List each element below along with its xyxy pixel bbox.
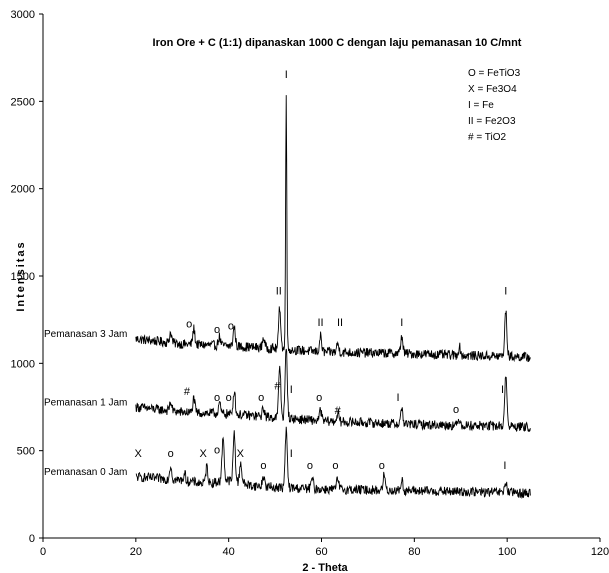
peak-marker: II [337, 317, 343, 329]
y-tick-label: 1500 [11, 271, 35, 283]
peak-marker: o [214, 392, 220, 404]
legend-entry: I = Fe [468, 100, 494, 111]
series-line [135, 348, 531, 433]
peak-marker: # [184, 386, 191, 398]
peak-marker: # [335, 405, 342, 417]
series-label: Pemanasan 1 Jam [44, 397, 127, 408]
peak-marker: X [237, 448, 245, 460]
peak-marker: X [134, 448, 142, 460]
y-tick-label: 2500 [11, 96, 35, 108]
x-tick-label: 60 [315, 546, 327, 558]
legend-entry: O = FeTiO3 [468, 68, 521, 79]
peak-marker: I [397, 392, 400, 404]
peak-marker: II [318, 317, 324, 329]
peak-marker: I [400, 317, 403, 329]
peak-marker: o [214, 444, 220, 456]
peak-marker: o [307, 460, 313, 472]
peak-marker: I [503, 460, 506, 472]
peak-marker: I [290, 448, 293, 460]
x-tick-labels: 0 20 40 60 80 100 120 [40, 538, 609, 558]
peak-marker: o [258, 392, 264, 404]
series-label: Pemanasan 3 Jam [44, 329, 127, 340]
peak-marker: o [260, 460, 266, 472]
y-axis-title: Intensitas [15, 240, 27, 311]
peak-marker: o [214, 324, 220, 336]
peak-marker: II [276, 285, 282, 297]
x-tick-label: 40 [223, 546, 235, 558]
peak-marker: X [199, 448, 207, 460]
x-tick-label: 120 [591, 546, 609, 558]
y-tick-label: 2000 [11, 184, 35, 196]
peak-marker: o [228, 320, 234, 332]
y-tick-label: 500 [17, 446, 35, 458]
peak-marker: I [501, 384, 504, 396]
peak-marker: # [274, 381, 281, 393]
peak-marker: o [379, 460, 385, 472]
x-axis-title: 2 - Theta [302, 562, 348, 573]
x-tick-label: 0 [40, 546, 46, 558]
y-tick-label: 1000 [11, 358, 35, 370]
series-line [135, 426, 531, 500]
legend-entry: # = TiO2 [468, 132, 507, 143]
y-tick-label: 0 [29, 533, 35, 545]
peak-marker: o [316, 392, 322, 404]
legend: O = FeTiO3 X = Fe3O4 I = Fe II = Fe2O3 #… [468, 68, 521, 143]
series-line [135, 95, 531, 363]
legend-entry: II = Fe2O3 [468, 116, 516, 127]
y-tick-labels: 0 500 1000 1500 2000 2500 3000 [11, 9, 43, 545]
x-tick-label: 80 [408, 546, 420, 558]
peak-marker: o [226, 392, 232, 404]
peak-marker: o [186, 319, 192, 331]
peak-marker: o [332, 460, 338, 472]
peak-marker: o [453, 404, 459, 416]
x-tick-label: 100 [498, 546, 516, 558]
peak-marker: I [285, 69, 288, 81]
y-tick-label: 3000 [11, 9, 35, 21]
series-labels: Pemanasan 3 Jam Pemanasan 1 Jam Pemanasan … [44, 329, 127, 478]
legend-entry: X = Fe3O4 [468, 84, 517, 95]
chart-title: Iron Ore + C (1:1) dipanaskan 1000 C den… [153, 37, 522, 49]
peak-marker: I [504, 285, 507, 297]
series-label: Pemanasan 0 Jam [44, 467, 127, 478]
x-tick-label: 20 [130, 546, 142, 558]
peak-marker: o [168, 448, 174, 460]
series-group [135, 95, 531, 500]
peak-marker: I [290, 384, 293, 396]
